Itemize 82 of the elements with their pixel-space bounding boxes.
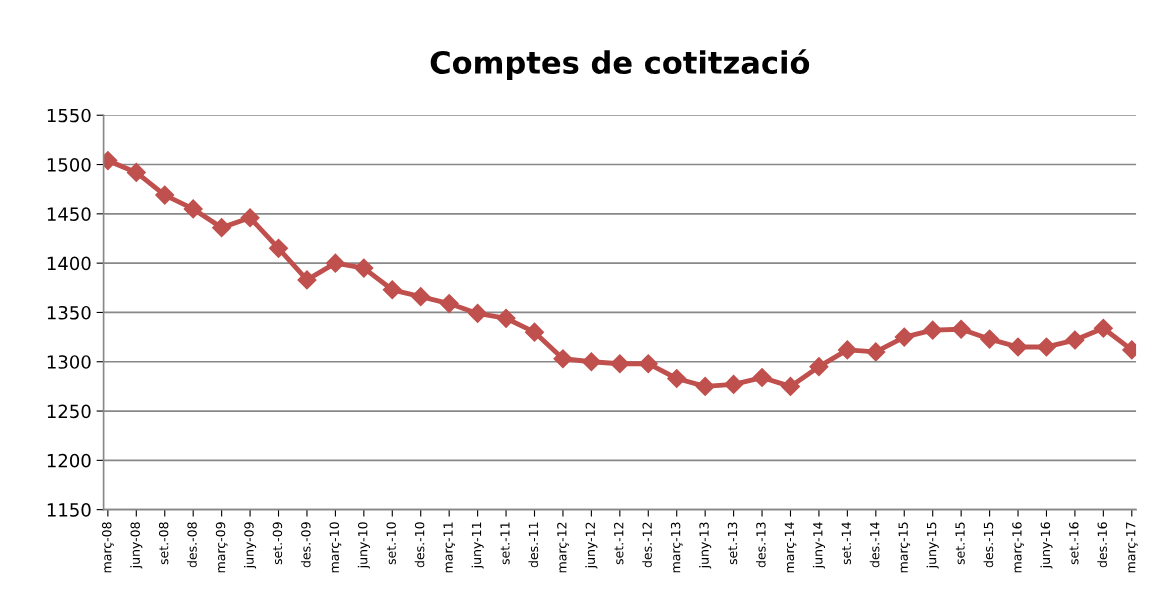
x-tick-label: març-11 (443, 522, 456, 573)
x-tick-label: juny-16 (1040, 522, 1053, 569)
point (155, 185, 175, 205)
y-tick-label: 1200 (47, 453, 91, 468)
point (638, 354, 658, 374)
chart-title: Comptes de cotització (430, 49, 810, 80)
point (1008, 337, 1028, 357)
point (1093, 318, 1113, 338)
point (439, 294, 459, 314)
point (354, 258, 374, 278)
x-tick-label: març-14 (784, 522, 797, 573)
x-tick-label: set.-12 (614, 522, 624, 565)
point (923, 320, 943, 340)
point (1065, 330, 1085, 350)
x-tick-label: set.-11 (500, 522, 510, 565)
point (581, 352, 601, 372)
x-tick-label: juny-10 (357, 522, 370, 569)
x-tick-label: març-16 (1012, 522, 1024, 573)
x-tick-label: des.-16 (1097, 522, 1107, 568)
point (212, 218, 232, 238)
point (411, 287, 431, 307)
x-tick-label: set.-14 (841, 522, 851, 565)
x-tick-label: juny-12 (585, 522, 598, 569)
point (183, 199, 203, 219)
point (496, 308, 516, 328)
x-tick-label: des.-09 (300, 522, 311, 568)
point (126, 162, 146, 182)
point (1036, 337, 1057, 357)
y-tick-label: 1300 (47, 355, 91, 369)
x-tick-label: març-12 (557, 522, 569, 573)
point (610, 354, 630, 374)
point (297, 270, 317, 290)
x-tick-label: des.-10 (414, 522, 425, 568)
x-tick-label: set.-08 (158, 522, 169, 565)
x-tick-label: juny-14 (812, 522, 825, 569)
point (809, 357, 829, 377)
point (980, 329, 1000, 349)
x-tick-label: set.-15 (955, 522, 965, 565)
x-tick-label: des.-11 (528, 522, 539, 568)
point (553, 349, 573, 369)
y-tick-label: 1450 (47, 207, 91, 221)
point (268, 238, 289, 258)
x-tick-label: juny-13 (699, 522, 712, 569)
x-tick-label: set.-09 (272, 522, 283, 565)
x-tick-label: juny-09 (244, 522, 257, 569)
y-tick-label: 1550 (47, 108, 91, 123)
x-tick-label: des.-08 (187, 522, 197, 568)
point (667, 368, 687, 389)
y-tick-label: 1400 (47, 256, 91, 271)
x-tick-label: des.-14 (869, 522, 880, 568)
x-tick-label: set.-16 (1069, 522, 1079, 565)
x-tick-label: des.-12 (642, 522, 652, 568)
point (951, 319, 971, 339)
point (382, 280, 402, 300)
point (752, 367, 772, 388)
x-tick-label: des.-15 (983, 522, 994, 568)
point (695, 376, 715, 396)
x-tick-label: juny-08 (130, 522, 143, 569)
x-tick-label: març-13 (670, 522, 683, 573)
x-tick-label: des.-13 (755, 522, 766, 568)
point (894, 327, 914, 347)
point (524, 322, 545, 342)
x-tick-label: set.-10 (386, 522, 396, 565)
y-tick-label: 1350 (47, 305, 91, 320)
y-tick-label: 1250 (47, 404, 91, 419)
point (325, 253, 345, 273)
x-tick-label: juny-15 (926, 522, 939, 569)
point (724, 374, 744, 394)
point (240, 208, 260, 228)
point (837, 340, 857, 360)
x-tick-label: març-17 (1126, 522, 1138, 573)
x-tick-label: març-09 (215, 522, 228, 573)
x-tick-label: març-10 (329, 522, 342, 573)
x-tick-label: març-08 (102, 522, 114, 573)
x-tick-label: març-15 (898, 522, 911, 573)
x-tick-label: set.-13 (727, 522, 738, 565)
x-tick-label: juny-11 (471, 522, 484, 569)
point (866, 342, 886, 362)
y-tick-label: 1500 (47, 158, 91, 172)
y-tick-label: 1150 (47, 503, 91, 517)
point (780, 376, 801, 396)
point (468, 303, 488, 323)
